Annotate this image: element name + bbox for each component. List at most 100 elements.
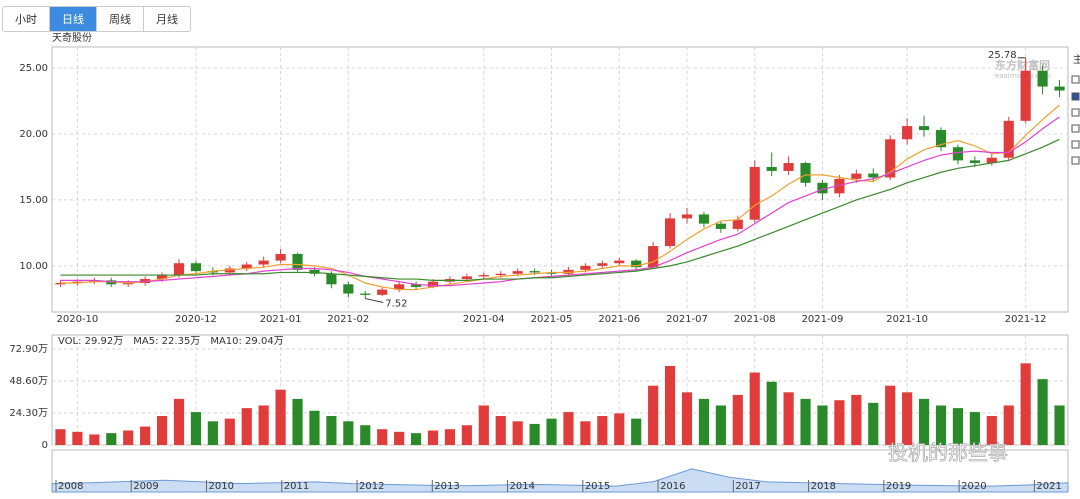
candle-body: [140, 279, 151, 283]
volume-bar: [529, 423, 540, 445]
volume-bar: [106, 433, 117, 445]
year-label: 2011: [284, 481, 309, 492]
tab[interactable]: 月线: [156, 13, 178, 26]
volume-bar: [292, 398, 303, 445]
y-tick-label: 24.30万: [9, 408, 48, 419]
volume-legend: MA10: 29.04万: [210, 336, 283, 347]
x-tick-label: 2021-05: [531, 314, 573, 325]
max-label: 25.78: [988, 50, 1017, 61]
volume-bar: [410, 433, 422, 445]
candle-body: [529, 271, 540, 273]
y-tick-label: 10.00: [19, 261, 48, 272]
volume-bar: [343, 421, 354, 445]
candle-body: [766, 166, 777, 171]
volume-bar: [140, 426, 151, 445]
candle-body: [1020, 70, 1031, 121]
candle-body: [360, 293, 371, 295]
candle-body: [614, 260, 625, 264]
ma-line: [60, 116, 1060, 287]
volume-bar: [427, 430, 439, 445]
volume-bar: [597, 416, 608, 445]
candle-body: [427, 281, 439, 287]
x-tick-label: 2021-10: [886, 314, 928, 325]
tab[interactable]: 日线: [50, 7, 97, 31]
candle-body: [190, 263, 202, 272]
volume-bar: [817, 405, 828, 445]
candle-body: [275, 253, 286, 261]
x-tick-label: 2021-08: [734, 314, 776, 325]
x-tick-label: 2021-04: [463, 314, 505, 325]
candle-body: [648, 246, 659, 268]
y-tick-label: 48.60万: [9, 376, 48, 387]
price-frame: [51, 46, 1069, 313]
x-tick-label: 2021-06: [598, 314, 640, 325]
year-label: 2016: [660, 481, 685, 492]
candle-body: [292, 253, 303, 270]
candle-body: [597, 263, 608, 266]
x-tick-label: 2020-12: [175, 314, 217, 325]
candle-body: [156, 275, 168, 280]
volume-bar: [986, 416, 997, 445]
candle-body: [868, 173, 879, 178]
year-label: 2021: [1036, 481, 1061, 492]
volume-bar: [580, 421, 591, 445]
y-tick-label: 72.90万: [9, 344, 48, 355]
side-label: 主: [1073, 54, 1080, 66]
stock-name: 天奇股份: [52, 31, 92, 44]
candle-body: [258, 260, 269, 265]
volume-bar: [478, 405, 489, 445]
candle-body: [902, 126, 913, 140]
volume-bar: [512, 421, 523, 445]
candle-body: [563, 269, 574, 274]
candle-body: [512, 271, 523, 274]
x-tick-label: 2021-02: [327, 314, 369, 325]
min-pointer: [365, 298, 384, 304]
volume-bar: [1037, 379, 1048, 445]
volume-bar: [749, 372, 760, 445]
volume-bar: [190, 412, 202, 445]
volume-bar: [156, 416, 168, 445]
candle-body: [885, 139, 896, 178]
candle-body: [224, 268, 235, 273]
year-label: 2012: [359, 481, 384, 492]
candle-body: [377, 289, 388, 295]
candle-body: [72, 281, 83, 283]
x-tick-label: 2021-09: [802, 314, 844, 325]
y-tick-label: 0: [42, 440, 48, 451]
volume-bar: [563, 412, 574, 445]
year-label: 2008: [58, 481, 83, 492]
candle-body: [478, 275, 489, 277]
volume-bar: [123, 430, 134, 445]
candle-body: [207, 271, 218, 273]
tab[interactable]: 周线: [97, 7, 144, 31]
candle-body: [664, 218, 676, 247]
volume-bar: [766, 381, 777, 445]
candle-body: [123, 282, 134, 285]
volume-bar: [631, 418, 642, 445]
volume-bar: [935, 405, 947, 445]
candle-body: [394, 284, 405, 290]
volume-bar: [681, 392, 693, 445]
tab[interactable]: 小时: [3, 7, 50, 31]
x-tick-label: 2020-10: [57, 314, 99, 325]
candle-body: [1003, 120, 1014, 158]
volume-bar: [783, 392, 794, 445]
volume-bar: [969, 412, 980, 445]
candle-body: [817, 182, 828, 194]
year-label: 2010: [209, 481, 234, 492]
wechat-watermark: 投机的那些事: [888, 441, 1008, 465]
volume-bar: [394, 431, 405, 445]
min-label: 7.52: [385, 299, 407, 310]
candle-body: [343, 284, 354, 294]
volume-bar: [902, 392, 913, 445]
volume-bar: [834, 400, 845, 445]
candle-body: [580, 265, 591, 270]
volume-legend: MA5: 22.35万: [133, 336, 200, 347]
volume-bar: [732, 394, 743, 445]
candle-body: [969, 160, 980, 164]
year-label: 2015: [585, 481, 610, 492]
candle-body: [986, 157, 997, 164]
candle-body: [800, 163, 811, 183]
